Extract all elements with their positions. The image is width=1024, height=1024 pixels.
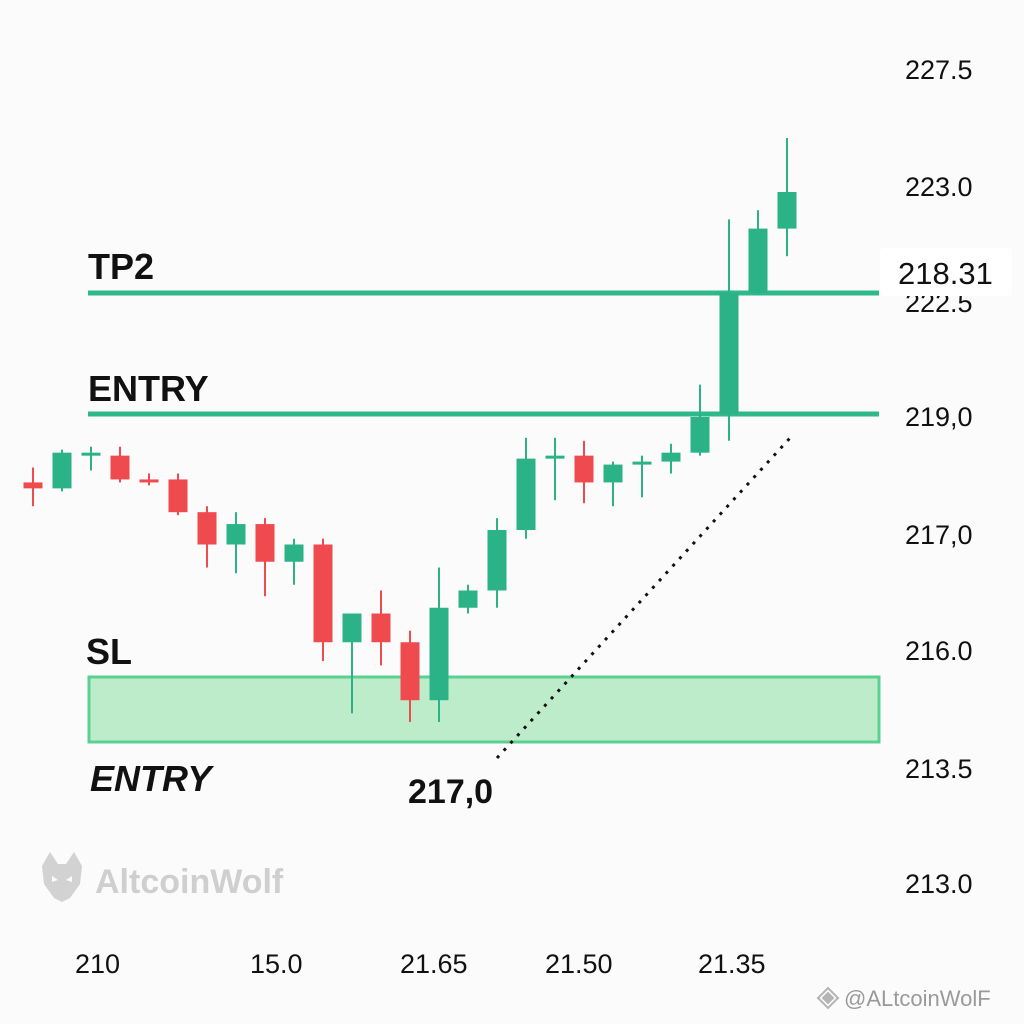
candle-body bbox=[748, 228, 768, 293]
candle-body bbox=[197, 512, 217, 545]
candle-body bbox=[284, 544, 304, 562]
y-tick-label: 213.5 bbox=[905, 754, 973, 784]
candle-body bbox=[139, 479, 159, 483]
candle-body bbox=[545, 455, 565, 459]
candle-body bbox=[110, 455, 130, 480]
x-tick-label: 21.65 bbox=[400, 949, 468, 979]
candle-body bbox=[719, 293, 739, 414]
candle bbox=[516, 437, 536, 539]
y-tick-label: 217,0 bbox=[905, 520, 973, 550]
watermark-text: AltcoinWolf bbox=[95, 863, 284, 901]
tp2-label: TP2 bbox=[88, 246, 154, 287]
level-lines bbox=[88, 290, 879, 417]
candle bbox=[661, 443, 681, 474]
candle-body bbox=[487, 530, 507, 591]
candle-body bbox=[516, 458, 536, 531]
candle bbox=[545, 437, 565, 501]
candle-body bbox=[52, 452, 72, 489]
y-tick-label: 213.0 bbox=[905, 869, 973, 899]
price-tag-box bbox=[880, 248, 1012, 296]
dotted-trend-line bbox=[495, 436, 792, 760]
x-tick-label: 15.0 bbox=[250, 949, 303, 979]
candle bbox=[342, 613, 362, 714]
y-tick-label: 223.0 bbox=[905, 172, 973, 202]
candle bbox=[81, 446, 101, 471]
candle bbox=[632, 455, 652, 498]
candle bbox=[226, 512, 246, 574]
candle-body bbox=[313, 544, 333, 643]
y-tick-label: 227.5 bbox=[905, 55, 973, 85]
entry-label: ENTRY bbox=[88, 368, 209, 409]
candle-body bbox=[429, 607, 449, 701]
credit-text: @ALtcoinWolF bbox=[844, 986, 991, 1011]
wolf-head-icon bbox=[42, 852, 82, 902]
annotation-label: 217,0 bbox=[408, 773, 493, 811]
x-tick-label: 21.50 bbox=[545, 949, 613, 979]
y-tick-label: 216.0 bbox=[905, 636, 973, 666]
candle-body bbox=[603, 464, 623, 483]
diamond-logo-icon bbox=[816, 986, 840, 1010]
candle bbox=[168, 473, 188, 516]
entry-zone-label: ENTRY bbox=[90, 758, 214, 799]
candle bbox=[110, 446, 130, 483]
candle bbox=[429, 567, 449, 722]
candle-body bbox=[81, 452, 101, 456]
y-tick-label: 219,0 bbox=[905, 402, 973, 432]
candle-body bbox=[168, 479, 188, 513]
price-tag: 218.31 bbox=[898, 256, 993, 291]
candle bbox=[371, 590, 391, 666]
candle bbox=[690, 384, 710, 456]
candle-body bbox=[690, 416, 710, 453]
stop-loss-zone bbox=[87, 675, 881, 744]
candle-body bbox=[574, 455, 594, 483]
candle-body bbox=[23, 482, 43, 489]
candle bbox=[52, 449, 72, 492]
candles bbox=[23, 138, 797, 722]
x-tick-label: 21.35 bbox=[698, 949, 766, 979]
x-tick-label: 210 bbox=[75, 949, 120, 979]
candle bbox=[748, 210, 768, 295]
candle bbox=[284, 538, 304, 585]
candle bbox=[139, 473, 159, 486]
candle bbox=[458, 584, 478, 614]
candle-body bbox=[226, 524, 246, 545]
candle-body bbox=[632, 461, 652, 465]
candle bbox=[197, 506, 217, 568]
candle bbox=[603, 461, 623, 507]
sl-label: SL bbox=[86, 631, 132, 672]
candle bbox=[313, 538, 333, 662]
candle-body bbox=[255, 524, 275, 562]
candle-body bbox=[458, 590, 478, 608]
candle bbox=[777, 138, 797, 257]
candle bbox=[719, 219, 739, 441]
candle bbox=[574, 440, 594, 504]
candle bbox=[23, 467, 43, 507]
candle-body bbox=[400, 642, 420, 701]
candle-body bbox=[777, 192, 797, 229]
candle-body bbox=[342, 613, 362, 643]
candle bbox=[400, 630, 420, 722]
candle-body bbox=[371, 613, 391, 643]
candle bbox=[255, 518, 275, 597]
candle-body bbox=[661, 452, 681, 462]
candle bbox=[487, 518, 507, 608]
